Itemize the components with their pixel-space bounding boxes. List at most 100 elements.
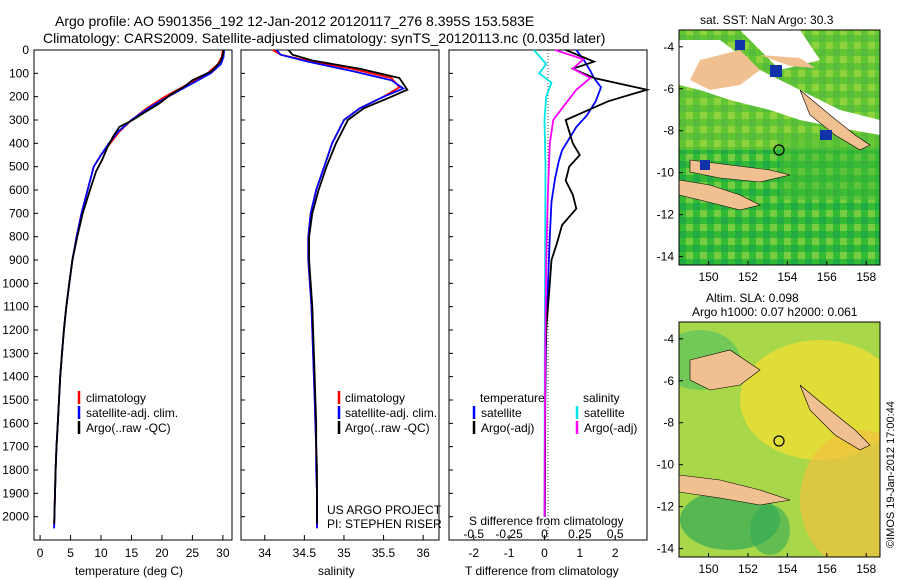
x-tick-label: 0 bbox=[541, 546, 548, 560]
y-tick-label: 1500 bbox=[2, 393, 29, 407]
map-y-tick-label: -10 bbox=[657, 166, 675, 180]
y-tick-label: 1300 bbox=[2, 346, 29, 360]
x-tick-label: 25 bbox=[186, 546, 200, 560]
y-tick-label: 700 bbox=[9, 206, 29, 220]
legend-label: Argo(..raw -QC) bbox=[86, 421, 171, 435]
imos-credit: ©IMOS 19-Jan-2012 17:00:44 bbox=[885, 401, 897, 548]
salinity-xlabel: salinity bbox=[318, 564, 355, 578]
difference-panel: -2 -1 0 1 2 -0.5 -0.25 0 0.25 0.5 T difference fr… bbox=[448, 49, 651, 578]
sla-map-title-2: Argo h1000: 0.07 h2000: 0.061 bbox=[692, 305, 858, 319]
sst-map-panel: sat. SST: NaN Argo: 30.3 150 152 154 156 158… bbox=[657, 13, 881, 284]
x-top-tick-label: -0.25 bbox=[495, 527, 523, 541]
map-x-tick-label: 150 bbox=[699, 562, 719, 576]
y-tick-label: 600 bbox=[9, 183, 29, 197]
title-line1: Argo profile: AO 5901356_192 12-Jan-2012… bbox=[55, 13, 534, 29]
sla-map-frame bbox=[678, 321, 881, 558]
x-tick-label: 35 bbox=[337, 546, 351, 560]
sla-map-title-1: Altim. SLA: 0.098 bbox=[706, 291, 799, 305]
x-tick-label: 2 bbox=[612, 546, 619, 560]
y-tick-label: 1800 bbox=[2, 463, 29, 477]
series-line-t-argo-adj- bbox=[543, 49, 651, 517]
temperature-xlabel: temperature (deg C) bbox=[75, 564, 183, 578]
y-tick-label: 2000 bbox=[2, 510, 29, 524]
y-tick-label: 1700 bbox=[2, 440, 29, 454]
legend-label: climatology bbox=[86, 391, 146, 405]
legend-title-temperature: temperature bbox=[480, 391, 545, 405]
salinity-panel: 34 34.5 35 35.5 36 salinity climatology sate… bbox=[240, 49, 442, 578]
map-x-tick-label: 156 bbox=[817, 270, 837, 284]
y-tick-label: 800 bbox=[9, 230, 29, 244]
x-top-tick-label: 0 bbox=[541, 527, 548, 541]
x-tick-label: 34.5 bbox=[293, 546, 317, 560]
x-tick-label: -1 bbox=[504, 546, 515, 560]
temperature-axes bbox=[33, 49, 233, 541]
map-y-tick-label: -6 bbox=[663, 374, 674, 388]
legend-label: Argo(..raw -QC) bbox=[345, 421, 430, 435]
sst-map-title: sat. SST: NaN Argo: 30.3 bbox=[700, 13, 834, 27]
map-x-tick-label: 154 bbox=[777, 562, 797, 576]
y-tick-label: 1000 bbox=[2, 276, 29, 290]
map-x-tick-label: 150 bbox=[699, 270, 719, 284]
y-tick-label: 1200 bbox=[2, 323, 29, 337]
project-note: US ARGO PROJECT bbox=[327, 503, 442, 517]
map-x-tick-label: 152 bbox=[738, 562, 758, 576]
y-tick-label: 1600 bbox=[2, 416, 29, 430]
y-tick-label: 0 bbox=[22, 43, 29, 57]
salinity-axes bbox=[240, 49, 440, 541]
map-y-tick-label: -10 bbox=[657, 458, 675, 472]
x-top-tick-label: -0.5 bbox=[463, 527, 484, 541]
map-x-tick-label: 152 bbox=[738, 270, 758, 284]
series-line-s-argo-adj- bbox=[543, 49, 593, 517]
legend-label: satellite-adj. clim. bbox=[345, 406, 437, 420]
series-line-s-satellite bbox=[533, 49, 553, 517]
x-tick-label: 20 bbox=[155, 546, 169, 560]
series-line-argo-raw-qc- bbox=[287, 49, 409, 524]
y-tick-label: 400 bbox=[9, 136, 29, 150]
series-line-climatology bbox=[272, 49, 401, 529]
y-tick-label: 1100 bbox=[3, 300, 29, 314]
legend-label: satellite bbox=[481, 406, 522, 420]
map-x-tick-label: 154 bbox=[777, 270, 797, 284]
y-tick-label: 100 bbox=[9, 66, 29, 80]
series-line-satellite-adj-clim- bbox=[275, 49, 406, 529]
x-tick-label: 36 bbox=[416, 546, 430, 560]
y-tick-label: 200 bbox=[9, 90, 29, 104]
temperature-legend: climatology satellite-adj. clim. Argo(..… bbox=[77, 391, 178, 435]
x-tick-label: 10 bbox=[94, 546, 108, 560]
x-tick-label: -2 bbox=[468, 546, 479, 560]
map-x-tick-label: 156 bbox=[817, 562, 837, 576]
temperature-panel: 0 5 10 15 20 25 30 0 100 200 300 400 500 600 700 800 90… bbox=[2, 43, 453, 578]
x-tick-label: 34 bbox=[258, 546, 272, 560]
y-tick-label: 500 bbox=[9, 160, 29, 174]
x-tick-label: 15 bbox=[125, 546, 139, 560]
y-tick-label: 1400 bbox=[2, 370, 29, 384]
difference-xlabel-top: S difference from climatology bbox=[469, 514, 624, 528]
map-y-tick-label: -4 bbox=[663, 40, 674, 54]
float-marker bbox=[773, 144, 785, 156]
map-y-tick-label: -12 bbox=[657, 208, 675, 222]
series-line-climatology bbox=[53, 49, 224, 529]
map-y-tick-label: -8 bbox=[663, 124, 674, 138]
series-line-argo-raw-qc- bbox=[53, 49, 225, 524]
sst-map-frame bbox=[678, 29, 881, 266]
map-x-tick-label: 158 bbox=[856, 270, 876, 284]
difference-legend: temperature salinity satellite Argo(-adj… bbox=[472, 391, 637, 435]
map-y-tick-label: -8 bbox=[663, 416, 674, 430]
series-line-satellite-adj-clim- bbox=[53, 49, 225, 529]
y-tick-label: 1900 bbox=[2, 486, 29, 500]
x-tick-label: 5 bbox=[67, 546, 74, 560]
map-y-tick-label: -14 bbox=[657, 542, 675, 556]
map-y-tick-label: -14 bbox=[657, 250, 675, 264]
x-top-tick-label: 0.25 bbox=[568, 527, 592, 541]
pi-note: PI: STEPHEN RISER bbox=[327, 517, 442, 531]
map-y-tick-label: -6 bbox=[663, 82, 674, 96]
legend-label: satellite bbox=[584, 406, 625, 420]
salinity-legend: climatology satellite-adj. clim. Argo(..… bbox=[337, 391, 437, 435]
x-tick-label: 0 bbox=[37, 546, 44, 560]
y-tick-label: 300 bbox=[9, 113, 29, 127]
title-line2: Climatology: CARS2009. Satellite-adjuste… bbox=[43, 30, 605, 46]
sla-map-panel: Altim. SLA: 0.098 Argo h1000: 0.07 h2000… bbox=[657, 291, 881, 576]
x-tick-label: 30 bbox=[216, 546, 230, 560]
float-marker bbox=[773, 435, 785, 447]
